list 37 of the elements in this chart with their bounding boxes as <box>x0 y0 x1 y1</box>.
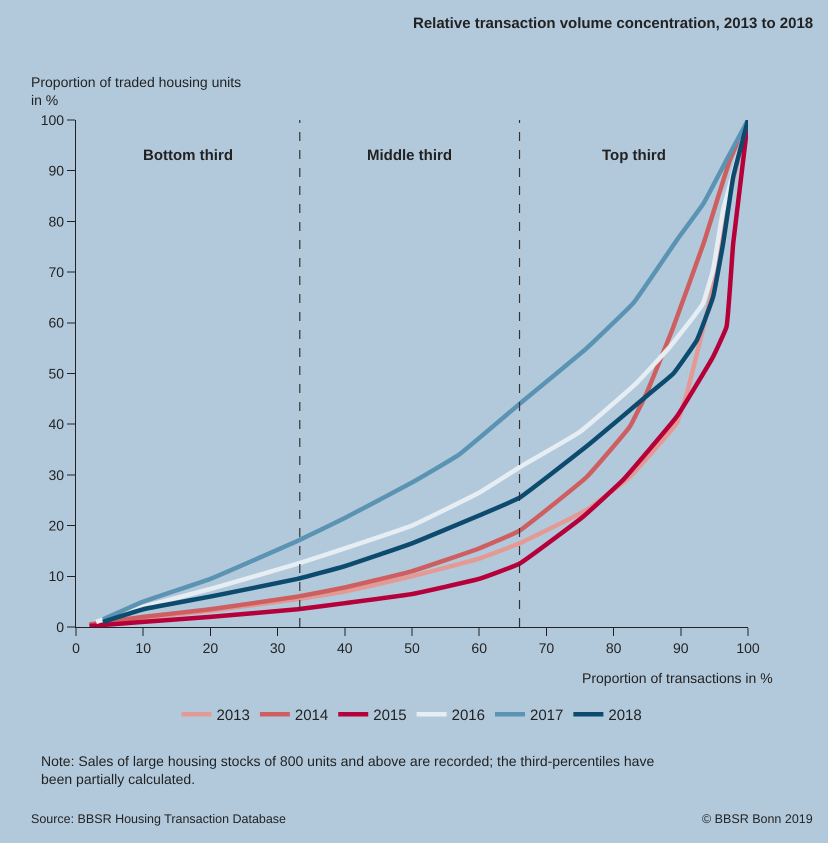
x-tick-label: 10 <box>135 640 152 656</box>
y-tick-label: 50 <box>48 365 64 382</box>
y-tick-label: 80 <box>48 213 64 230</box>
x-tick-label: 50 <box>404 640 420 656</box>
y-tick-label: 40 <box>48 416 64 432</box>
annotation: Bottom third <box>143 147 233 164</box>
x-tick-label: 100 <box>736 640 760 656</box>
legend-label: 2018 <box>608 707 642 724</box>
y-tick-label: 0 <box>56 618 64 635</box>
x-tick-label: 60 <box>471 640 488 656</box>
x-tick-label: 20 <box>202 640 218 656</box>
y-tick-label: 100 <box>40 112 64 128</box>
source-note: Source: BBSR Housing Transaction Database <box>31 812 286 826</box>
y-tick-label: 70 <box>48 264 64 280</box>
y-tick-label: 60 <box>48 314 64 331</box>
annotation: Top third <box>602 147 666 164</box>
x-tick-label: 80 <box>606 640 622 656</box>
x-tick-label: 30 <box>270 640 286 656</box>
y-tick-label: 20 <box>48 518 64 534</box>
x-tick-label: 40 <box>337 640 353 656</box>
y-tick-label: 90 <box>48 162 64 179</box>
legend-label: 2016 <box>452 707 485 724</box>
chart-title: Relative transaction volume concentration, 2013 to 2018 <box>413 15 814 32</box>
y-tick-label: 30 <box>48 466 64 483</box>
x-tick-label: 70 <box>538 640 554 656</box>
x-axis-title: Proportion of transactions in % <box>582 670 773 686</box>
legend-label: 2017 <box>530 707 564 724</box>
annotation: Middle third <box>367 147 452 164</box>
legend-label: 2014 <box>294 707 328 724</box>
text: Note: Sales of large housing stocks of 800 units and above are recorded; the third-percentiles have been partially calculated. <box>41 753 654 788</box>
x-tick-label: 0 <box>72 640 80 656</box>
legend-label: 2013 <box>216 707 250 724</box>
y-tick-label: 10 <box>48 568 64 584</box>
x-tick-label: 90 <box>673 640 689 656</box>
text: © BBSR Bonn 2019 <box>702 812 813 826</box>
y-axis-title: Proportion of traded housing units in % <box>31 74 242 108</box>
legend-label: 2015 <box>373 707 407 724</box>
